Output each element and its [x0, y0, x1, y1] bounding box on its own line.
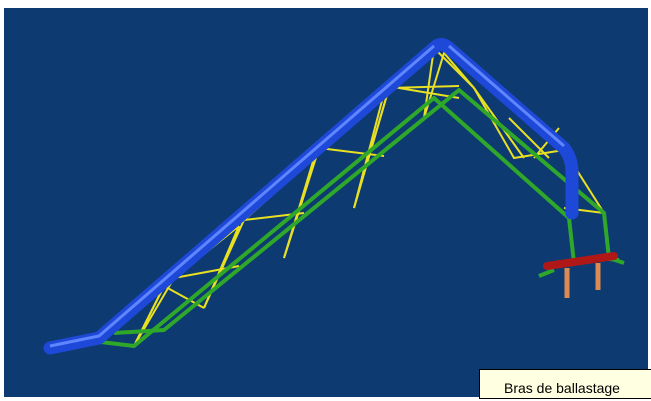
tube-highlight: [49, 44, 565, 348]
cad-viewport: [4, 8, 648, 397]
main-tube: [43, 38, 579, 355]
copper-pegs: [564, 263, 601, 298]
truss-model: [43, 38, 625, 355]
yellow-bracing: [93, 45, 606, 347]
red-bar: [543, 252, 618, 270]
tooltip: Bras de ballastage: [479, 369, 651, 399]
